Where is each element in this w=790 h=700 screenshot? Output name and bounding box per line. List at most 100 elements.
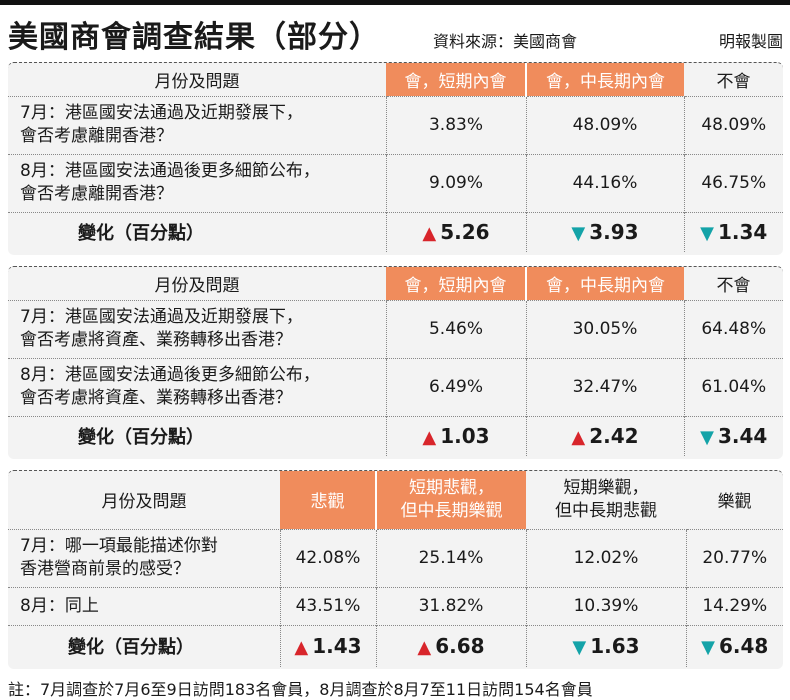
up-arrow-icon: ▲: [422, 223, 437, 245]
row-question: 8月：同上: [8, 586, 280, 625]
page-title: 美國商會調查結果（部分）: [8, 20, 380, 55]
row-question: 8月：港區國安法通過後更多細節公布， 會否考慮離開香港？: [8, 153, 386, 212]
question-line-1: 7月：港區國安法通過及近期發展下，: [20, 103, 303, 123]
question-line-1: 7月：哪一項最能描述你對: [20, 536, 218, 556]
change-value: 3.44: [717, 424, 768, 449]
up-arrow-icon: ▲: [571, 427, 586, 449]
change-row: 變化（百分點） ▲ 1.43 ▲ 6.68 ▼ 1.63 ▼ 6.48: [8, 624, 783, 667]
change-cell: ▼ 3.44: [683, 415, 783, 456]
col-header-short-term: 會，短期內會: [386, 63, 526, 96]
table-row: 7月：哪一項最能描述你對 香港營商前景的感受？ 42.08% 25.14% 12.…: [8, 528, 783, 587]
cell-value: 61.04%: [683, 357, 783, 416]
cell-value: 30.05%: [525, 299, 684, 358]
col-header-no: 不會: [716, 71, 751, 92]
down-arrow-icon: ▼: [700, 427, 714, 449]
col-header-short-term: 會，短期內會: [386, 267, 526, 300]
cell-value: 48.09%: [525, 95, 684, 154]
cell-value: 32.47%: [525, 357, 684, 416]
change-label: 變化（百分點）: [8, 624, 280, 667]
table-header-row: 月份及問題 會，短期內會 會，中長期內會 不會: [8, 267, 783, 300]
change-cell: ▲ 6.68: [375, 624, 526, 667]
up-arrow-icon: ▲: [417, 637, 432, 659]
down-arrow-icon: ▼: [572, 637, 587, 659]
col-header-optimistic: 樂觀: [717, 492, 752, 513]
table-header-row: 月份及問題 會，短期內會 會，中長期內會 不會: [8, 63, 783, 96]
change-cell: ▼ 3.93: [525, 211, 684, 252]
table-row: 7月：港區國安法通過及近期發展下， 會否考慮將資產、業務轉移出香港？ 5.46% …: [8, 299, 783, 358]
cell-value: 48.09%: [683, 95, 783, 154]
change-value: 1.34: [717, 220, 768, 245]
up-arrow-icon: ▲: [422, 427, 437, 449]
cell-value: 25.14%: [375, 528, 526, 587]
change-value: 1.03: [440, 424, 490, 449]
cell-value: 5.46%: [385, 299, 526, 358]
table-move-assets: 月份及問題 會，短期內會 會，中長期內會 不會 7月：港區國安法通過及近期發展下…: [8, 266, 783, 459]
change-row: 變化（百分點） ▲ 1.03 ▲ 2.42 ▼ 3.44: [8, 415, 783, 456]
question-line-2: 會否考慮離開香港？: [20, 184, 173, 204]
change-cell: ▼ 1.34: [683, 211, 783, 252]
row-question: 7月：港區國安法通過及近期發展下， 會否考慮離開香港？: [8, 95, 386, 154]
change-cell: ▲ 1.43: [279, 624, 376, 667]
table-row: 8月：港區國安法通過後更多細節公布， 會否考慮將資產、業務轉移出香港？ 6.49%…: [8, 357, 783, 416]
credit-label: 明報製圖: [718, 32, 783, 51]
col-header-mid-term: 會，中長期內會: [525, 267, 684, 300]
col-header-question: 月份及問題: [154, 71, 240, 92]
header-line-1: 短期樂觀，: [563, 477, 649, 498]
change-row: 變化（百分點） ▲ 5.26 ▼ 3.93 ▼ 1.34: [8, 211, 783, 252]
up-arrow-icon: ▲: [294, 637, 309, 659]
cell-value: 14.29%: [685, 586, 783, 625]
footnote: 註：7月調查於7月6至9日訪問183名會員，8月調查於8月7至11日訪問154名…: [8, 680, 593, 699]
table-header-row: 月份及問題 悲觀 短期悲觀， 但中長期樂觀 短期樂觀， 但中長期悲觀 樂觀: [8, 471, 783, 529]
cell-value: 44.16%: [525, 153, 684, 212]
table-business-outlook: 月份及問題 悲觀 短期悲觀， 但中長期樂觀 短期樂觀， 但中長期悲觀 樂觀 7月：哪…: [8, 470, 783, 669]
cell-value: 42.08%: [279, 528, 376, 587]
change-value: 5.26: [440, 220, 490, 245]
table-row: 7月：港區國安法通過及近期發展下， 會否考慮離開香港？ 3.83% 48.09% …: [8, 95, 783, 154]
down-arrow-icon: ▼: [701, 637, 715, 659]
col-header-question: 月份及問題: [101, 492, 187, 513]
change-cell: ▲ 5.26: [385, 211, 526, 252]
header-line-2: 但中長期悲觀: [555, 500, 657, 521]
question-line-2: 會否考慮將資產、業務轉移出香港？: [20, 388, 292, 408]
change-value: 1.63: [590, 634, 640, 659]
question-line-1: 8月：港區國安法通過後更多細節公布，: [20, 365, 320, 385]
down-arrow-icon: ▼: [571, 223, 586, 245]
cell-value: 31.82%: [375, 586, 526, 625]
table-row: 8月：港區國安法通過後更多細節公布， 會否考慮離開香港？ 9.09% 44.16%…: [8, 153, 783, 212]
cell-value: 12.02%: [525, 528, 686, 587]
col-header-mid-term: 會，中長期內會: [525, 63, 684, 96]
change-value: 6.68: [435, 634, 485, 659]
col-header-no: 不會: [716, 275, 751, 296]
cell-value: 9.09%: [385, 153, 526, 212]
question-line-1: 8月：港區國安法通過後更多細節公布，: [20, 161, 320, 181]
header-line-2: 但中長期樂觀: [400, 500, 503, 521]
row-question: 7月：哪一項最能描述你對 香港營商前景的感受？: [8, 528, 280, 587]
cell-value: 3.83%: [385, 95, 526, 154]
change-cell: ▲ 1.03: [385, 415, 526, 456]
row-question: 7月：港區國安法通過及近期發展下， 會否考慮將資產、業務轉移出香港？: [8, 299, 386, 358]
cell-value: 64.48%: [683, 299, 783, 358]
top-rule: [0, 0, 790, 5]
cell-value: 6.49%: [385, 357, 526, 416]
change-label: 變化（百分點）: [8, 211, 386, 252]
change-cell: ▼ 6.48: [685, 624, 783, 667]
cell-value: 20.77%: [685, 528, 783, 587]
header: 美國商會調查結果（部分） 資料來源：美國商會 明報製圖: [8, 8, 783, 55]
col-header-pessimistic: 悲觀: [280, 471, 376, 529]
down-arrow-icon: ▼: [700, 223, 714, 245]
header-line-1: 短期悲觀，: [409, 477, 494, 498]
table-row: 8月：同上 43.51% 31.82% 10.39% 14.29%: [8, 586, 783, 625]
change-value: 1.43: [312, 634, 362, 659]
table-leave-hk: 月份及問題 會，短期內會 會，中長期內會 不會 7月：港區國安法通過及近期發展下…: [8, 62, 783, 255]
row-question: 8月：港區國安法通過後更多細節公布， 會否考慮將資產、業務轉移出香港？: [8, 357, 386, 416]
cell-value: 10.39%: [525, 586, 686, 625]
question-line-2: 香港營商前景的感受？: [20, 559, 190, 579]
question-line-2: 會否考慮離開香港？: [20, 126, 173, 146]
col-header-question: 月份及問題: [154, 275, 240, 296]
col-header-short-opt-long-pess: 短期樂觀， 但中長期悲觀: [526, 471, 686, 529]
cell-value: 43.51%: [279, 586, 376, 625]
change-value: 3.93: [589, 220, 639, 245]
col-header-short-pess-long-opt: 短期悲觀， 但中長期樂觀: [375, 471, 526, 529]
question-line-2: 會否考慮將資產、業務轉移出香港？: [20, 330, 292, 350]
change-value: 2.42: [589, 424, 639, 449]
